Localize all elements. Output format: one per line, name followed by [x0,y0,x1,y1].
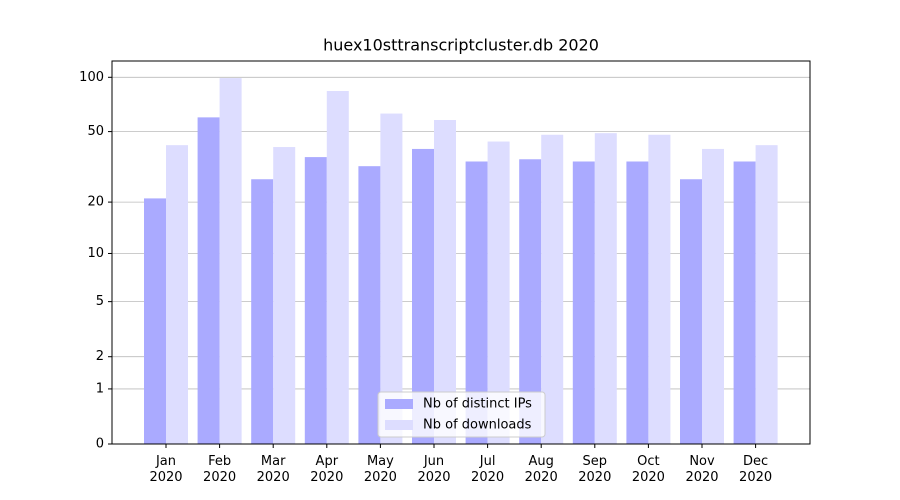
bar [434,120,456,444]
plot-frame [111,60,811,445]
y-tick-label: 10 [87,246,104,261]
x-tick-label: Feb 2020 [203,454,236,485]
x-tick-label: Sep 2020 [578,454,611,485]
bar [648,134,671,444]
y-tick-label: 1 [96,381,104,396]
bar [755,145,778,444]
bar [626,161,649,445]
y-tick-label: 5 [96,294,104,309]
bar [219,78,242,445]
bar [594,133,617,444]
y-tick-label: 50 [87,124,104,139]
y-tick-label: 2 [96,349,104,364]
bar [251,179,274,444]
bar [326,91,349,444]
bar [166,145,188,444]
y-tick-label: 0 [96,437,104,452]
legend-swatch [385,420,413,430]
bar [304,157,327,444]
x-tick-label: Jun 2020 [417,454,450,485]
x-tick-label: Aug 2020 [525,454,558,485]
bar [702,148,724,445]
x-tick-label: May 2020 [364,454,397,485]
bar [541,134,564,444]
bar [273,147,296,444]
bar [519,159,542,445]
y-tick-label: 20 [87,195,104,210]
bar [487,141,510,444]
legend-label: Nb of distinct IPs [423,397,532,412]
legend-swatch [385,399,413,409]
bar [680,179,702,444]
legend-label: Nb of downloads [423,418,532,433]
bar [572,161,595,445]
x-tick-label: Jul 2020 [471,454,504,485]
y-tick-label: 100 [79,70,104,85]
bar [412,148,434,445]
x-tick-label: Oct 2020 [632,454,665,485]
x-tick-label: Nov 2020 [685,454,718,485]
bar [358,166,381,444]
x-tick-label: Jan 2020 [149,454,182,485]
bar [144,198,166,444]
legend-box [377,391,546,438]
x-tick-label: Dec 2020 [739,454,772,485]
bar [380,113,403,445]
bar [465,161,488,445]
bar [733,161,756,445]
chart-title: huex10sttranscriptcluster.db 2020 [323,36,599,55]
x-tick-label: Mar 2020 [257,454,290,485]
bar [197,117,220,445]
x-tick-label: Apr 2020 [310,454,343,485]
